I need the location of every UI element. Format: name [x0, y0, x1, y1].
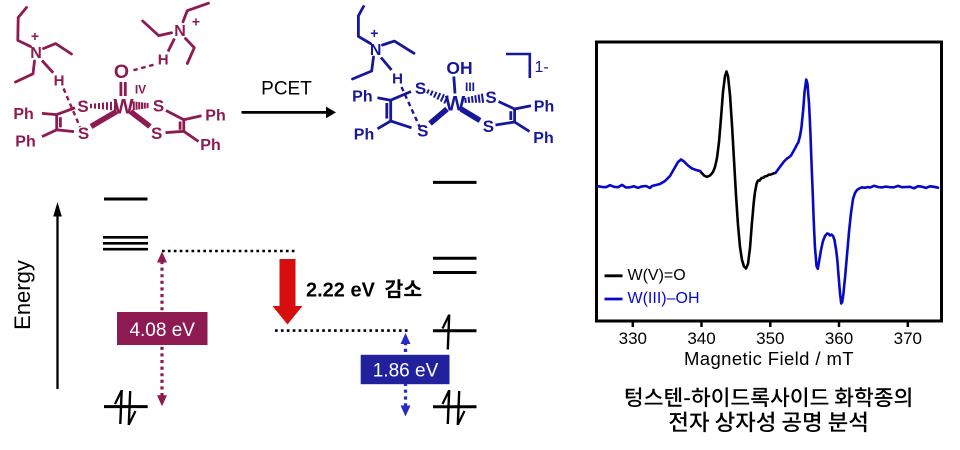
- svg-text:W(V)=O: W(V)=O: [628, 267, 686, 284]
- svg-text:S: S: [151, 124, 162, 143]
- svg-text:H: H: [392, 70, 403, 87]
- svg-text:S: S: [415, 79, 426, 98]
- svg-text:S: S: [483, 117, 494, 136]
- svg-text:PCET: PCET: [261, 79, 312, 100]
- svg-text:IV: IV: [135, 82, 146, 96]
- svg-text:330: 330: [619, 329, 647, 348]
- svg-text:1.86 eV: 1.86 eV: [373, 361, 439, 382]
- svg-text:O: O: [114, 61, 129, 83]
- svg-text:1-: 1-: [535, 59, 549, 76]
- svg-text:W: W: [113, 95, 134, 119]
- svg-text:III: III: [465, 80, 475, 94]
- svg-text:+: +: [31, 28, 39, 44]
- svg-text:Ph: Ph: [534, 98, 554, 115]
- svg-text:N: N: [370, 42, 382, 59]
- svg-text:S: S: [485, 88, 496, 107]
- svg-text:OH: OH: [446, 58, 472, 78]
- svg-text:H: H: [54, 72, 65, 89]
- svg-text:W: W: [445, 92, 466, 116]
- svg-text:Ph: Ph: [352, 88, 372, 105]
- svg-text:Ph: Ph: [354, 126, 374, 143]
- svg-text:360: 360: [825, 329, 853, 348]
- svg-text:Ph: Ph: [533, 130, 553, 147]
- svg-text:Ph: Ph: [15, 133, 35, 150]
- svg-text:350: 350: [756, 329, 784, 348]
- svg-text:Ph: Ph: [205, 107, 225, 124]
- svg-text:+: +: [370, 25, 378, 41]
- svg-text:370: 370: [894, 329, 922, 348]
- svg-text:S: S: [77, 97, 88, 116]
- svg-text:H: H: [158, 52, 169, 69]
- svg-text:340: 340: [687, 329, 715, 348]
- svg-text:Magnetic Field / mT: Magnetic Field / mT: [684, 348, 854, 369]
- svg-text:S: S: [417, 122, 428, 141]
- svg-text:+: +: [192, 13, 200, 29]
- svg-text:N: N: [30, 45, 42, 62]
- svg-text:Energy: Energy: [10, 260, 35, 330]
- svg-text:N: N: [174, 23, 186, 40]
- svg-text:Ph: Ph: [13, 106, 33, 123]
- svg-text:Ph: Ph: [200, 137, 220, 154]
- svg-text:S: S: [153, 97, 164, 116]
- svg-text:4.08 eV: 4.08 eV: [129, 320, 195, 341]
- svg-text:S: S: [78, 124, 89, 143]
- svg-text:2.22 eV: 2.22 eV: [306, 280, 376, 302]
- svg-text:W(III)–OH: W(III)–OH: [628, 290, 700, 307]
